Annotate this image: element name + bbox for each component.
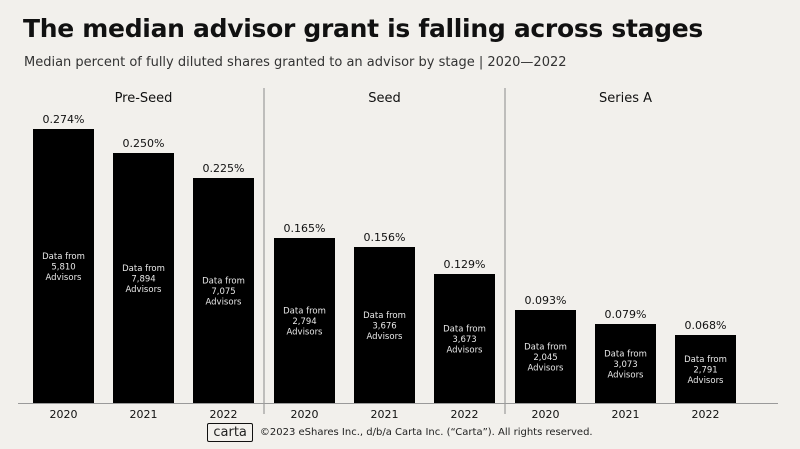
bar-note: Data from — [684, 355, 727, 365]
x-tick-label: 2022 — [451, 408, 479, 421]
bar — [33, 129, 94, 403]
bar — [434, 274, 495, 403]
bar — [515, 310, 576, 403]
bar-note: Advisors — [366, 332, 403, 342]
bar-note: Data from — [363, 311, 406, 321]
bar-note: 3,673 — [452, 335, 476, 345]
chart-title: The median advisor grant is falling acro… — [23, 14, 704, 43]
footer: carta ©2023 eShares Inc., d/b/a Carta In… — [0, 423, 800, 442]
bar-note: 7,075 — [211, 287, 235, 297]
bar-note: Advisors — [45, 273, 82, 283]
bar — [595, 324, 656, 403]
data-label: 0.274% — [43, 113, 85, 126]
bar-note: Data from — [122, 264, 165, 274]
bar — [113, 153, 174, 403]
bar-note: Data from — [42, 252, 85, 262]
bar-note: 7,894 — [131, 275, 155, 285]
chart-subtitle: Median percent of fully diluted shares g… — [24, 55, 567, 70]
bar — [354, 247, 415, 403]
bar-note: Advisors — [687, 376, 724, 386]
data-label: 0.079% — [605, 308, 647, 321]
data-label: 0.129% — [444, 258, 486, 271]
x-tick-label: 2021 — [130, 408, 158, 421]
data-label: 0.165% — [284, 222, 326, 235]
data-label: 0.068% — [685, 319, 727, 332]
x-tick-label: 2021 — [612, 408, 640, 421]
bar — [193, 178, 254, 403]
bar-note: Data from — [604, 350, 647, 360]
group-label-pre-seed: Pre-Seed — [115, 91, 173, 106]
data-label: 0.093% — [525, 294, 567, 307]
bar-note: 3,676 — [372, 322, 396, 332]
bar-note: Data from — [283, 307, 326, 317]
group-label-series-a: Series A — [599, 91, 652, 106]
bar-note: 3,073 — [613, 360, 637, 370]
bar-note: Data from — [443, 325, 486, 335]
bar-note: Advisors — [607, 371, 644, 381]
data-label: 0.225% — [203, 162, 245, 175]
copyright-text: ©2023 eShares Inc., d/b/a Carta Inc. (“C… — [259, 427, 593, 438]
bar-note: Advisors — [125, 285, 162, 295]
bar-note: Advisors — [446, 346, 483, 356]
bar-note: 2,794 — [292, 317, 316, 327]
x-tick-label: 2020 — [532, 408, 560, 421]
carta-logo: carta — [207, 423, 253, 442]
bar-note: Advisors — [286, 328, 323, 338]
x-tick-label: 2022 — [210, 408, 238, 421]
bar-note: Data from — [202, 277, 245, 287]
group-label-seed: Seed — [368, 91, 401, 106]
bar-note: 2,045 — [533, 353, 557, 363]
bar-note: 5,810 — [51, 263, 75, 273]
x-tick-label: 2020 — [50, 408, 78, 421]
data-label: 0.250% — [123, 137, 165, 150]
x-tick-label: 2022 — [692, 408, 720, 421]
bar — [675, 335, 736, 403]
bar-note: Data from — [524, 343, 567, 353]
bar-note: Advisors — [527, 364, 564, 374]
bar-note: Advisors — [205, 298, 242, 308]
data-label: 0.156% — [364, 231, 406, 244]
x-tick-label: 2020 — [291, 408, 319, 421]
bar — [274, 238, 335, 403]
bar-note: 2,791 — [693, 366, 717, 376]
x-tick-label: 2021 — [371, 408, 399, 421]
